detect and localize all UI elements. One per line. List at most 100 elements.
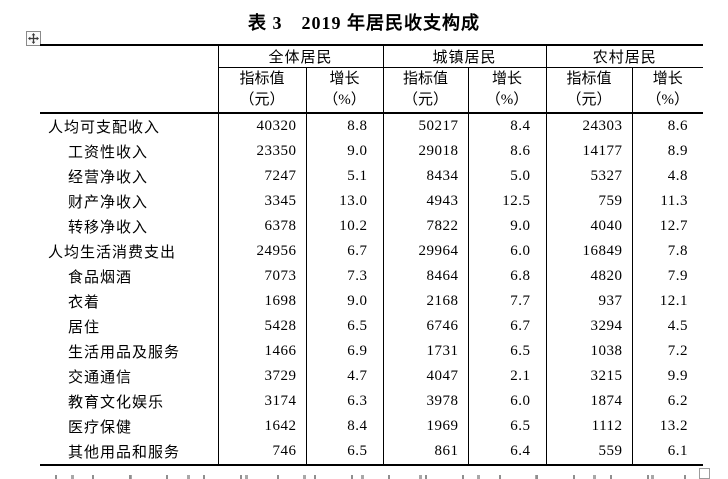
- growth-value-cell: 6.5: [306, 439, 384, 466]
- growth-value-cell: 6.3: [306, 389, 384, 414]
- table-caption: 表 3 2019 年居民收支构成: [248, 13, 480, 33]
- growth-value-cell: 6.2: [667, 393, 689, 409]
- growth-value-cell: 8.4: [468, 113, 547, 139]
- indicator-value-cell: 3215: [546, 364, 633, 389]
- col-header-growth: 增长 （%）: [632, 67, 704, 114]
- table-row: 食品烟酒 7073 7.3 8464 6.8 4820 7.9: [40, 264, 703, 289]
- growth-value-cell: 7.8: [667, 243, 689, 259]
- growth-value-cell: 6.4: [468, 439, 547, 466]
- row-label: 教育文化娱乐: [40, 389, 219, 414]
- growth-value-cell: 6.0: [468, 389, 547, 414]
- growth-value-cell: 8.6: [468, 139, 547, 164]
- growth-value-cell: 8.8: [306, 113, 384, 139]
- indicator-value-cell: 3729: [218, 364, 307, 389]
- corner-cell: [40, 44, 219, 114]
- table-resize-handle[interactable]: [699, 468, 710, 479]
- table-row: 医疗保健 1642 8.4 1969 6.5 1112 13.2: [40, 414, 703, 439]
- growth-value-cell: 6.0: [468, 239, 547, 264]
- indicator-value-cell: 1698: [218, 289, 307, 314]
- indicator-value-cell: 7247: [218, 164, 307, 189]
- table-move-handle[interactable]: [26, 31, 41, 46]
- group-header-urban-residents: 城镇居民: [383, 44, 547, 68]
- indicator-value-cell: 5327: [546, 164, 633, 189]
- row-label: 食品烟酒: [40, 264, 219, 289]
- indicator-value-cell: 4943: [383, 189, 469, 214]
- col-header-line1: 指标值: [403, 71, 449, 87]
- indicator-value-cell: 6746: [383, 314, 469, 339]
- indicator-value-cell: 4820: [546, 264, 633, 289]
- growth-value-cell: 9.0: [306, 289, 384, 314]
- growth-value-cell: 7.2: [667, 343, 689, 359]
- table-row: 转移净收入 6378 10.2 7822 9.0 4040 12.7: [40, 214, 703, 239]
- indicator-value-cell: 24956: [218, 239, 307, 264]
- growth-value-cell: 12.5: [468, 189, 547, 214]
- indicator-value-cell: 759: [546, 189, 633, 214]
- growth-value-cell: 5.0: [468, 164, 547, 189]
- group-header-all-residents: 全体居民: [218, 44, 384, 68]
- growth-value-cell: 8.4: [306, 414, 384, 439]
- growth-value-cell: 6.9: [306, 339, 384, 364]
- table-row: 生活用品及服务 1466 6.9 1731 6.5 1038 7.2: [40, 339, 703, 364]
- indicator-value-cell: 1642: [218, 414, 307, 439]
- indicator-value-cell: 3294: [546, 314, 633, 339]
- col-header-line2: （元）: [403, 92, 449, 108]
- table-row: 人均可支配收入 40320 8.8 50217 8.4 24303 8.6: [40, 113, 703, 139]
- growth-value-cell: 12.1: [659, 293, 689, 309]
- growth-value-cell: 13.2: [659, 418, 689, 434]
- row-label: 居住: [40, 314, 219, 339]
- col-header-indicator: 指标值 （元）: [546, 67, 633, 114]
- growth-value-cell: 4.5: [667, 318, 689, 334]
- indicator-value-cell: 2168: [383, 289, 469, 314]
- indicator-value-cell: 559: [546, 439, 633, 466]
- indicator-value-cell: 40320: [218, 113, 307, 139]
- indicator-value-cell: 1969: [383, 414, 469, 439]
- col-header-line1: 增长: [492, 71, 523, 87]
- row-label: 财产净收入: [40, 189, 219, 214]
- indicator-value-cell: 29018: [383, 139, 469, 164]
- growth-value-cell: 6.8: [468, 264, 547, 289]
- row-label: 交通通信: [40, 364, 219, 389]
- indicator-value-cell: 6378: [218, 214, 307, 239]
- row-label: 生活用品及服务: [40, 339, 219, 364]
- indicator-value-cell: 7822: [383, 214, 469, 239]
- indicator-value-cell: 1038: [546, 339, 633, 364]
- indicator-value-cell: 4040: [546, 214, 633, 239]
- table-row: 工资性收入 23350 9.0 29018 8.6 14177 8.9: [40, 139, 703, 164]
- row-label: 经营净收入: [40, 164, 219, 189]
- indicator-value-cell: 3978: [383, 389, 469, 414]
- table-row: 衣着 1698 9.0 2168 7.7 937 12.1: [40, 289, 703, 314]
- indicator-value-cell: 3345: [218, 189, 307, 214]
- col-header-growth: 增长 （%）: [306, 67, 384, 114]
- indicator-value-cell: 8434: [383, 164, 469, 189]
- indicator-value-cell: 861: [383, 439, 469, 466]
- clipped-text-line: [55, 475, 700, 479]
- table-row: 教育文化娱乐 3174 6.3 3978 6.0 1874 6.2: [40, 389, 703, 414]
- growth-value-cell: 2.1: [468, 364, 547, 389]
- row-label: 其他用品和服务: [40, 439, 219, 466]
- row-label: 医疗保健: [40, 414, 219, 439]
- indicator-value-cell: 1874: [546, 389, 633, 414]
- row-label: 衣着: [40, 289, 219, 314]
- growth-value-cell: 6.7: [306, 239, 384, 264]
- growth-value-cell: 6.5: [468, 339, 547, 364]
- indicator-value-cell: 29964: [383, 239, 469, 264]
- growth-value-cell: 6.5: [306, 314, 384, 339]
- col-header-line1: 增长: [652, 71, 683, 87]
- growth-value-cell: 5.1: [306, 164, 384, 189]
- table-row: 居住 5428 6.5 6746 6.7 3294 4.5: [40, 314, 703, 339]
- growth-value-cell: 6.7: [468, 314, 547, 339]
- row-label: 人均可支配收入: [40, 113, 219, 139]
- col-header-line2: （元）: [566, 92, 612, 108]
- col-header-line1: 增长: [329, 71, 360, 87]
- growth-value-cell: 4.8: [667, 168, 689, 184]
- col-header-line2: （%）: [323, 92, 366, 108]
- growth-value-cell: 12.7: [659, 218, 689, 234]
- col-header-line2: （%）: [485, 92, 529, 108]
- income-expenditure-table: 全体居民 城镇居民 农村居民 指标值 （元） 增长 （%） 指标值 （元）: [40, 44, 704, 466]
- indicator-value-cell: 4047: [383, 364, 469, 389]
- row-label: 工资性收入: [40, 139, 219, 164]
- row-label: 转移净收入: [40, 214, 219, 239]
- table-row: 交通通信 3729 4.7 4047 2.1 3215 9.9: [40, 364, 703, 389]
- growth-value-cell: 4.7: [306, 364, 384, 389]
